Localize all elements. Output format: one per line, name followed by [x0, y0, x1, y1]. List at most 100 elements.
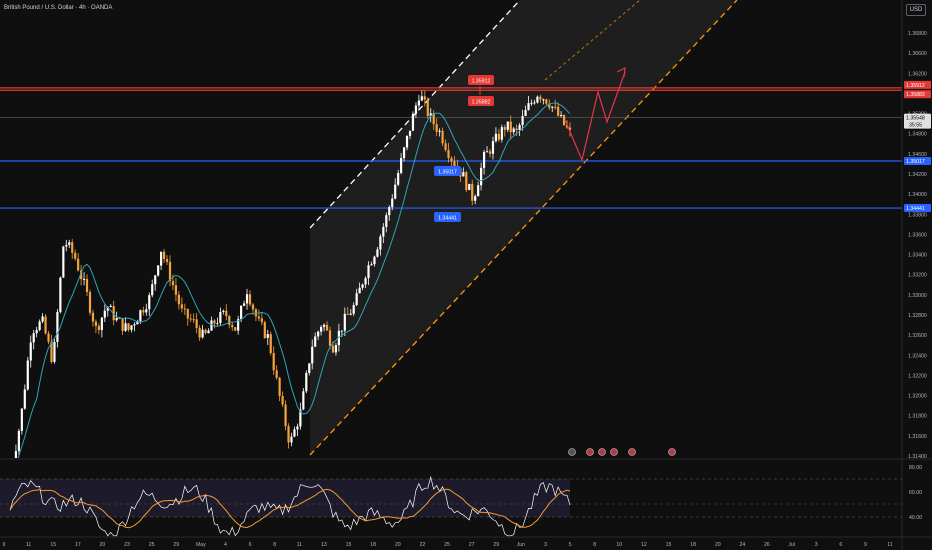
candle-body: [429, 113, 432, 116]
event-icon: [586, 448, 594, 456]
candle-body: [521, 115, 524, 126]
candle-body: [524, 109, 527, 116]
price-tick: 1.34800: [908, 132, 927, 138]
candle-body: [480, 167, 483, 186]
candle-body: [269, 334, 272, 354]
price-tick: 1.34600: [908, 152, 927, 158]
candle-body: [388, 207, 391, 216]
support-bottom-price: 1.34441: [906, 206, 925, 212]
rsi-line: [9, 475, 571, 537]
currency-button[interactable]: USD: [906, 4, 926, 16]
rsi-pane: [0, 475, 902, 537]
candle-body: [379, 236, 382, 250]
candle-body: [287, 426, 290, 443]
candle-body: [497, 133, 500, 140]
current-price-bg: [904, 113, 931, 129]
channel-layer: [309, 0, 738, 456]
candle-body: [254, 309, 258, 317]
time-tick: 15: [666, 542, 672, 548]
candle-body: [518, 125, 521, 130]
candle-body: [32, 333, 35, 343]
candle-body: [512, 128, 515, 133]
symbol-title[interactable]: British Pound / U.S. Dollar · 4h · OANDA: [4, 5, 113, 11]
time-tick: 20: [395, 542, 401, 548]
candle-body: [94, 321, 98, 326]
candle-body: [533, 102, 536, 104]
rsi-ma-line: [9, 488, 571, 529]
price-tick: 1.33800: [908, 212, 927, 218]
time-tick: 8: [273, 542, 276, 548]
candle-body: [382, 226, 385, 237]
candle-body: [340, 330, 343, 332]
tag-low: 1.34441: [438, 215, 457, 221]
candle-body: [503, 127, 506, 130]
candle-body: [405, 135, 409, 148]
candle-body: [423, 96, 426, 100]
candle-body: [477, 185, 480, 197]
candle-body: [278, 377, 281, 396]
candle-body: [80, 270, 83, 280]
candle-body: [471, 183, 474, 201]
time-tick: 9: [3, 542, 6, 548]
candle-body: [530, 102, 533, 104]
support-top-price-bg: [904, 157, 931, 165]
candle-body: [222, 310, 225, 313]
candle-body: [240, 305, 243, 320]
candle-body: [127, 323, 130, 330]
candle-body: [334, 345, 338, 353]
candle-body: [488, 151, 492, 154]
candle-body: [435, 124, 438, 132]
candle-body: [97, 325, 100, 331]
candle-body: [260, 318, 263, 323]
candle-body: [545, 99, 548, 104]
price-tick: 1.36800: [908, 31, 927, 37]
candle-body: [201, 329, 204, 338]
candle-body: [142, 310, 145, 313]
resistance-bottom-price-bg: [904, 90, 931, 99]
forecast-arrowhead: [616, 66, 626, 78]
time-tick: 15: [346, 542, 352, 548]
candle-body: [171, 281, 175, 286]
candle-body: [557, 106, 560, 116]
candle-body: [242, 303, 246, 306]
candle-body: [88, 292, 92, 313]
time-tick: 13: [321, 542, 327, 548]
candle-body: [151, 284, 154, 296]
candle-body: [482, 152, 486, 168]
candle-body: [560, 114, 563, 116]
candle-body: [370, 264, 373, 266]
time-tick: 25: [444, 542, 450, 548]
candle-body: [20, 408, 23, 431]
candle-body: [50, 341, 53, 362]
time-tick: 11: [297, 542, 302, 548]
candle-body: [210, 320, 213, 331]
candle-body: [394, 184, 397, 199]
candle-body: [272, 353, 275, 371]
candle-body: [462, 172, 465, 177]
candle-body: [53, 341, 56, 362]
candle-body: [41, 316, 44, 322]
candle-body: [438, 130, 441, 132]
candle-body: [562, 114, 566, 126]
time-tick: 15: [50, 542, 56, 548]
candle-body: [367, 265, 370, 279]
price-tick: 1.32000: [908, 394, 927, 400]
channel-mid-line: [544, 0, 641, 81]
candle-body: [417, 100, 420, 106]
candle-body: [355, 293, 358, 306]
candle-body: [207, 330, 210, 334]
time-tick: 6: [839, 542, 842, 548]
candle-body: [491, 141, 495, 154]
price-tick: 1.34000: [908, 192, 927, 198]
event-icon: [610, 448, 618, 456]
support-bottom-price-bg: [904, 204, 931, 213]
tag-high-2: 1.35882: [472, 99, 491, 105]
candle-body: [275, 370, 278, 378]
candle-body: [414, 105, 418, 114]
candle-body: [44, 316, 47, 334]
candle-body: [465, 172, 468, 191]
time-tick: 3: [544, 542, 547, 548]
candle-body: [77, 258, 80, 271]
candle-body: [106, 307, 109, 311]
